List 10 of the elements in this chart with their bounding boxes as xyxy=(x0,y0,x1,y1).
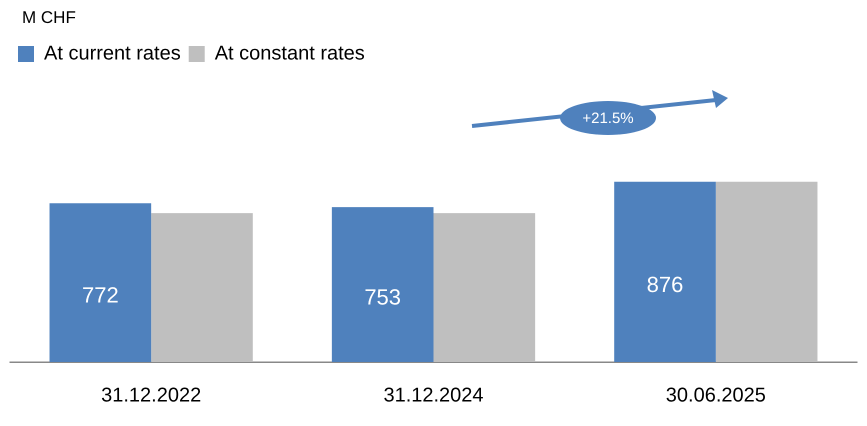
x-tick-label: 30.06.2025 xyxy=(666,384,766,407)
data-label: 772 xyxy=(82,282,119,308)
x-tick-label: 31.12.2024 xyxy=(383,384,484,407)
text: M CHF xyxy=(22,8,76,28)
x-tick-label: 31.12.2022 xyxy=(101,384,202,407)
text: +21.5% xyxy=(560,101,656,135)
data-label: 753 xyxy=(364,284,402,310)
legend-label: At current rates xyxy=(44,42,181,65)
legend-label: At constant rates xyxy=(214,42,365,65)
data-label: 876 xyxy=(646,272,684,297)
